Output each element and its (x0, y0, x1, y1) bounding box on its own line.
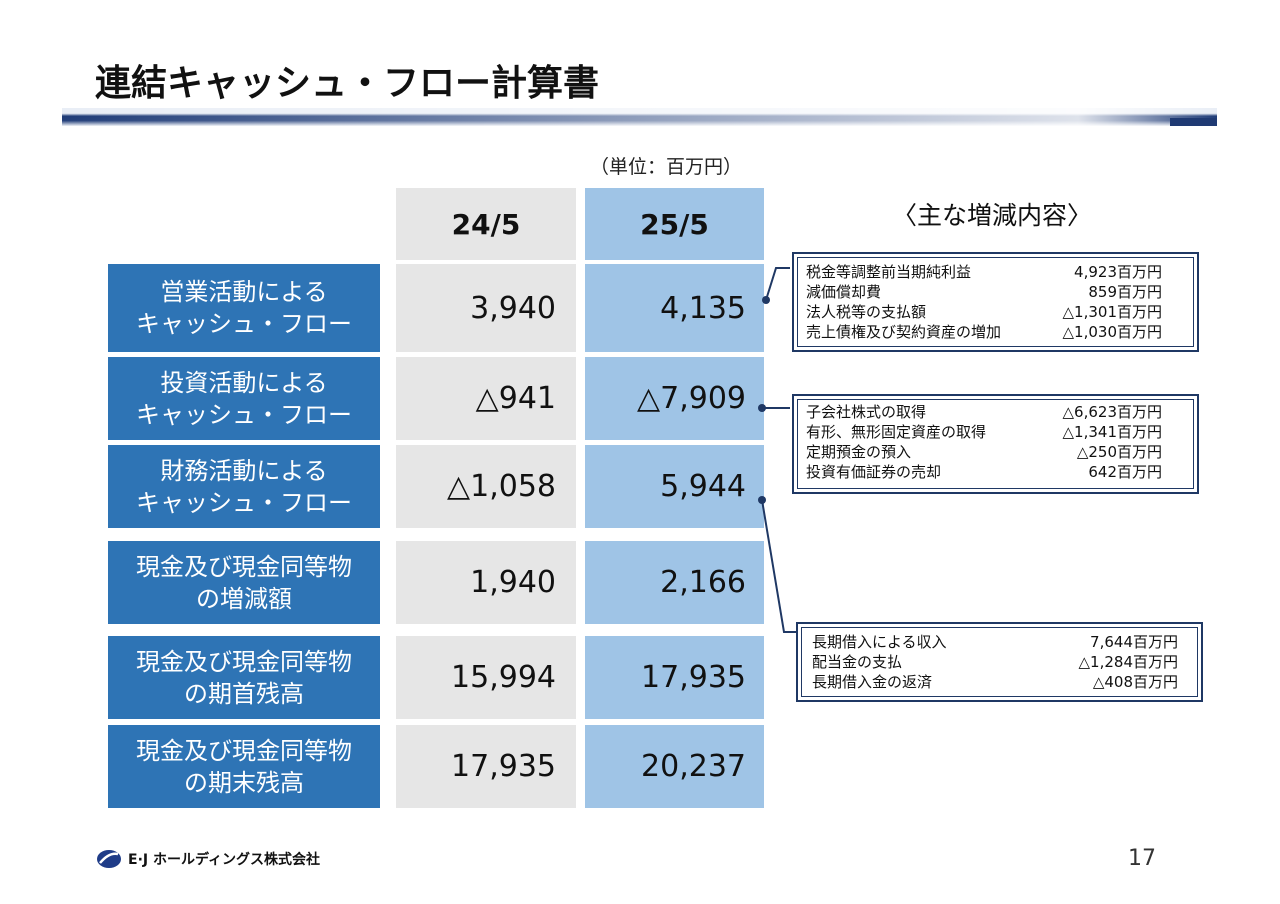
cell-investing-curr: △7,909 (585, 357, 764, 440)
row-label-financing: 財務活動による キャッシュ・フロー (108, 445, 380, 528)
connector-financing (761, 499, 796, 633)
investing-details-box: 子会社株式の取得 △6,623百万円 有形、無形固定資産の取得 △1,341百万円 … (792, 394, 1199, 494)
cell-financing-prev: △1,058 (396, 445, 576, 528)
connector-operating (765, 267, 790, 301)
detail-row: 配当金の支払 △1,284百万円 (812, 652, 1178, 672)
connector-dot-operating (762, 296, 770, 304)
detail-row: 長期借入金の返済 △408百万円 (812, 672, 1178, 692)
detail-item: 有形、無形固定資産の取得 (806, 423, 987, 441)
detail-value: 7,644百万円 (1090, 633, 1178, 651)
cell-operating-prev: 3,940 (396, 264, 576, 352)
company-logo-icon (97, 850, 121, 868)
detail-value: 859百万円 (1088, 283, 1162, 301)
cell-operating-curr: 4,135 (585, 264, 764, 352)
page-title: 連結キャッシュ・フロー計算書 (95, 63, 600, 104)
detail-value: 4,923百万円 (1074, 263, 1162, 281)
detail-row: 定期預金の預入 △250百万円 (806, 442, 1162, 462)
detail-item: 減価償却費 (806, 283, 882, 301)
detail-item: 子会社株式の取得 (806, 403, 927, 421)
detail-value: △6,623百万円 (1062, 403, 1162, 421)
detail-row: 減価償却費 859百万円 (806, 282, 1162, 302)
cell-net-change-curr: 2,166 (585, 541, 764, 624)
row-label-ending-balance: 現金及び現金同等物 の期末残高 (108, 725, 380, 808)
detail-row: 子会社株式の取得 △6,623百万円 (806, 402, 1162, 422)
detail-value: △250百万円 (1076, 443, 1162, 461)
detail-item: 売上債権及び契約資産の増加 (806, 323, 1002, 341)
row-label-net-change: 現金及び現金同等物 の増減額 (108, 541, 380, 624)
unit-label: （単位：百万円） (590, 156, 743, 178)
detail-item: 法人税等の支払額 (806, 303, 927, 321)
column-header-curr: 25/5 (585, 188, 764, 260)
financing-details-box: 長期借入による収入 7,644百万円 配当金の支払 △1,284百万円 長期借入金の… (796, 622, 1203, 702)
main-changes-heading: 〈主な増減内容〉 (891, 201, 1092, 230)
company-logo: E·J ホールディングス株式会社 (96, 848, 320, 870)
detail-value: △1,030百万円 (1062, 323, 1162, 341)
detail-row: 売上債権及び契約資産の増加 △1,030百万円 (806, 322, 1162, 342)
connector-dot-investing (758, 404, 766, 412)
cell-net-change-prev: 1,940 (396, 541, 576, 624)
detail-item: 投資有価証券の売却 (806, 463, 942, 481)
detail-value: △1,341百万円 (1062, 423, 1162, 441)
row-label-investing: 投資活動による キャッシュ・フロー (108, 357, 380, 440)
title-underline-end (1170, 118, 1217, 126)
detail-value: △1,284百万円 (1078, 653, 1178, 671)
cell-beginning-balance-prev: 15,994 (396, 636, 576, 719)
detail-item: 税金等調整前当期純利益 (806, 263, 972, 281)
cell-investing-prev: △941 (396, 357, 576, 440)
detail-row: 法人税等の支払額 △1,301百万円 (806, 302, 1162, 322)
detail-value: △408百万円 (1092, 673, 1178, 691)
cell-ending-balance-curr: 20,237 (585, 725, 764, 808)
detail-row: 投資有価証券の売却 642百万円 (806, 462, 1162, 482)
row-label-operating: 営業活動による キャッシュ・フロー (108, 264, 380, 352)
page-number: 17 (1128, 846, 1156, 871)
row-label-beginning-balance: 現金及び現金同等物 の期首残高 (108, 636, 380, 719)
detail-value: 642百万円 (1088, 463, 1162, 481)
company-name: E·J ホールディングス株式会社 (128, 852, 320, 868)
detail-item: 配当金の支払 (812, 653, 903, 671)
detail-item: 定期預金の預入 (806, 443, 912, 461)
detail-row: 長期借入による収入 7,644百万円 (812, 632, 1178, 652)
cell-financing-curr: 5,944 (585, 445, 764, 528)
cell-ending-balance-prev: 17,935 (396, 725, 576, 808)
cell-beginning-balance-curr: 17,935 (585, 636, 764, 719)
detail-item: 長期借入金の返済 (812, 673, 933, 691)
detail-row: 有形、無形固定資産の取得 △1,341百万円 (806, 422, 1162, 442)
column-header-prev: 24/5 (396, 188, 576, 260)
operating-details-box: 税金等調整前当期純利益 4,923百万円 減価償却費 859百万円 法人税等の支払額… (792, 252, 1199, 352)
detail-value: △1,301百万円 (1062, 303, 1162, 321)
detail-row: 税金等調整前当期純利益 4,923百万円 (806, 262, 1162, 282)
title-underline-fade (62, 108, 1217, 126)
connector-dot-financing (758, 496, 766, 504)
detail-item: 長期借入による収入 (812, 633, 947, 651)
